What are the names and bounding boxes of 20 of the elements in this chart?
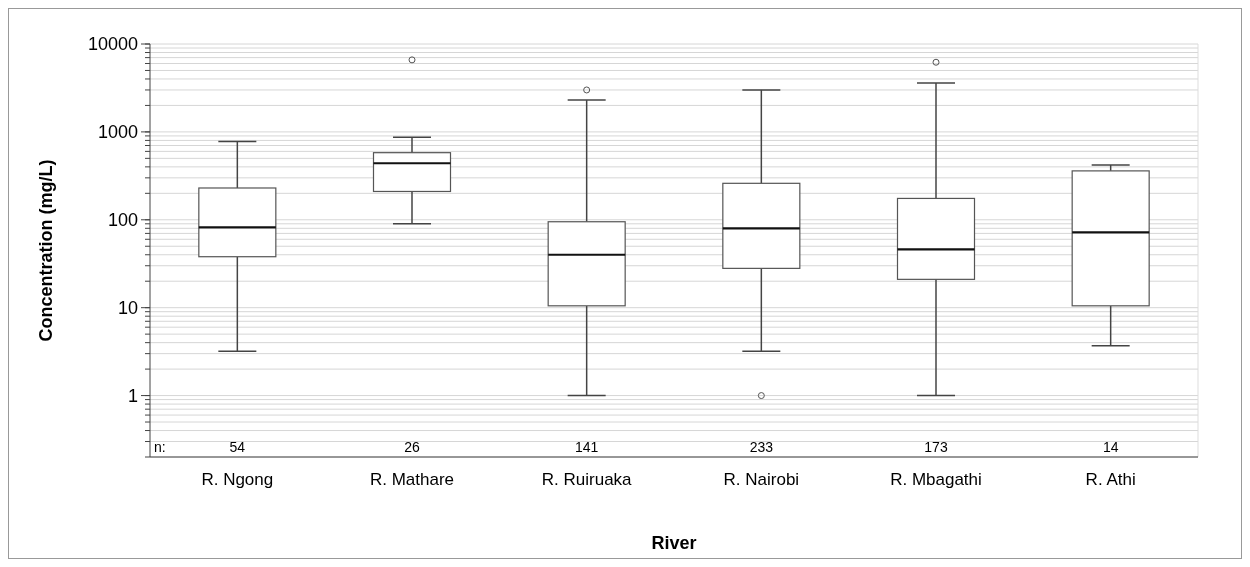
annotation: 54 — [229, 439, 246, 455]
annotation: 14 — [1102, 439, 1119, 455]
y-tick-label: 100 — [107, 210, 138, 231]
annotation: 141 — [574, 439, 599, 455]
y-tick-label: 1000 — [97, 122, 138, 143]
annotation: n: — [154, 439, 166, 455]
x-tick-label: R. Ruiruaka — [541, 470, 633, 489]
x-tick-label: R. Ngong — [201, 470, 274, 489]
y-tick-label: 1 — [127, 385, 138, 406]
y-tick-label: 10000 — [87, 34, 138, 55]
annotation: 173 — [924, 439, 948, 455]
x-tick-label: R. Mbagathi — [890, 470, 982, 489]
x-tick-label: R. Athi — [1085, 470, 1136, 489]
x-tick-label: R. Nairobi — [723, 470, 800, 489]
x-tick-label: R. Mathare — [369, 470, 455, 489]
annotation: 233 — [749, 439, 774, 455]
y-axis-title: Concentration (mg/L) — [36, 159, 56, 342]
annotation: 26 — [404, 439, 420, 455]
x-axis-title: River — [651, 533, 697, 553]
y-tick-label: 10 — [117, 297, 138, 318]
